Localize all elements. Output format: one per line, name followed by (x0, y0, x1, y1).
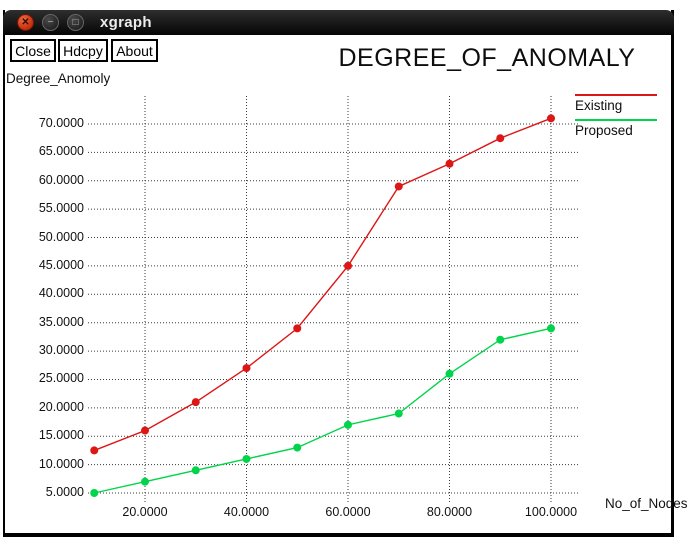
legend-label: Existing (575, 98, 623, 113)
legend-line-proposed (575, 119, 657, 121)
x-tick-label: 80.0000 (426, 505, 473, 519)
y-tick-label: 10.0000 (38, 456, 84, 471)
window-titlebar[interactable]: ✕ − □ xgraph (3, 10, 674, 35)
legend-line-existing (575, 94, 657, 96)
window-minimize-icon[interactable]: − (42, 14, 59, 31)
legend-entry-existing: Existing (575, 94, 657, 115)
legend-label: Proposed (575, 123, 633, 138)
y-tick-label: 60.0000 (38, 172, 84, 187)
x-tick-label: 100.0000 (524, 505, 578, 519)
y-tick-label: 55.0000 (38, 201, 84, 216)
y-tick-label: 45.0000 (38, 257, 84, 272)
hardcopy-button[interactable]: Hdcpy (58, 39, 108, 62)
x-tick-label: 40.0000 (223, 505, 270, 519)
close-button[interactable]: Close (10, 39, 56, 62)
x-tick-label: 20.0000 (122, 505, 168, 519)
window-close-icon[interactable]: ✕ (17, 14, 34, 31)
x-axis-label: No_of_Nodes (605, 496, 687, 511)
y-tick-label: 35.0000 (38, 314, 84, 329)
y-axis-label: Degree_Anomoly (6, 71, 111, 86)
legend-entry-proposed: Proposed (575, 119, 657, 140)
y-tick-label: 15.0000 (38, 428, 84, 443)
y-tick-label: 25.0000 (38, 371, 84, 386)
about-button[interactable]: About (111, 39, 158, 62)
window-title: xgraph (100, 14, 152, 31)
y-tick-label: 70.0000 (38, 116, 84, 130)
y-tick-label: 30.0000 (38, 343, 84, 358)
y-tick-label: 40.0000 (38, 286, 84, 301)
xgraph-window (3, 10, 674, 537)
y-tick-label: 65.0000 (38, 144, 84, 159)
y-tick-label: 20.0000 (38, 399, 84, 414)
chart-title: DEGREE_OF_ANOMALY (338, 44, 636, 72)
legend: Existing Proposed (575, 94, 657, 144)
x-tick-label: 60.0000 (325, 505, 371, 519)
window-maximize-icon[interactable]: □ (67, 14, 84, 31)
y-tick-label: 50.0000 (38, 229, 84, 244)
y-tick-label: 5.0000 (45, 485, 84, 499)
